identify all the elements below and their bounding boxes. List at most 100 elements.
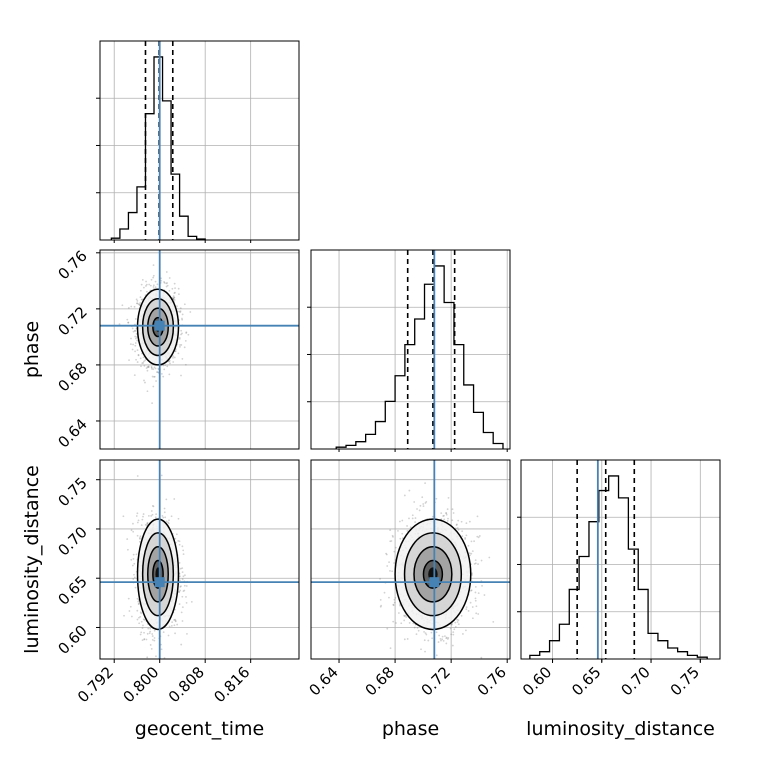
histogram-phase — [335, 265, 504, 449]
sample-point — [137, 602, 140, 605]
sample-point — [392, 620, 395, 623]
sample-point — [156, 371, 158, 373]
sample-point — [393, 601, 396, 604]
sample-point — [163, 368, 166, 371]
tick-label-phase: 0.64 — [54, 415, 90, 451]
tick-label-luminosity_distance: 0.65 — [54, 572, 90, 608]
sample-point — [118, 323, 121, 325]
sample-point — [162, 375, 165, 378]
sample-point — [138, 303, 141, 306]
sample-point — [450, 623, 453, 626]
sample-point — [150, 647, 153, 650]
sample-point — [137, 603, 140, 606]
sample-point — [128, 610, 131, 612]
sample-point — [403, 638, 406, 641]
panel-frame — [310, 459, 511, 660]
sample-point — [451, 519, 454, 522]
sample-point — [145, 367, 148, 370]
sample-point — [127, 597, 130, 600]
sample-point — [513, 598, 515, 600]
sample-point — [137, 519, 140, 522]
sample-point — [419, 504, 422, 507]
sample-point — [133, 576, 136, 579]
sample-point — [139, 302, 142, 304]
sample-point — [456, 621, 459, 623]
sample-point — [135, 298, 138, 301]
sample-point — [408, 489, 411, 492]
sample-point — [492, 620, 495, 623]
panel-2d-phase-luminosity_distance — [310, 459, 515, 660]
sample-point — [475, 605, 478, 608]
sample-point — [417, 629, 420, 632]
sample-point — [179, 567, 182, 570]
sample-point — [137, 354, 140, 356]
sample-point — [427, 639, 430, 642]
sample-point — [184, 574, 186, 577]
sample-point — [168, 277, 171, 279]
sample-point — [130, 558, 133, 561]
sample-point — [147, 365, 150, 368]
panel-frame — [99, 40, 300, 241]
sample-point — [130, 529, 133, 532]
sample-point — [403, 615, 406, 618]
sample-point — [167, 522, 170, 525]
sample-point — [447, 636, 450, 639]
sample-point — [425, 633, 428, 636]
sample-point — [151, 402, 154, 405]
sample-point — [168, 519, 170, 522]
sample-point — [143, 631, 145, 634]
sample-point — [160, 372, 163, 375]
sample-point — [470, 552, 473, 555]
sample-point — [423, 639, 426, 642]
sample-point — [471, 550, 474, 552]
sample-point — [476, 515, 479, 518]
sample-point — [480, 559, 483, 562]
sample-point — [471, 606, 474, 608]
sample-point — [172, 355, 175, 358]
sample-point — [474, 597, 477, 600]
sample-point — [138, 616, 140, 619]
sample-point — [391, 534, 394, 537]
sample-point — [397, 529, 399, 532]
sample-point — [442, 640, 445, 642]
sample-point — [143, 365, 146, 367]
sample-point — [406, 530, 409, 532]
sample-point — [474, 591, 477, 594]
sample-point — [173, 356, 176, 359]
sample-point — [174, 287, 176, 289]
sample-point — [180, 585, 182, 587]
sample-point — [180, 643, 183, 646]
sample-point — [142, 513, 145, 515]
sample-point — [140, 631, 143, 634]
sample-point — [425, 500, 428, 503]
sample-point — [447, 496, 450, 499]
sample-point — [149, 627, 152, 630]
sample-point — [139, 289, 142, 292]
sample-point — [431, 515, 434, 518]
sample-point — [461, 535, 464, 537]
sample-point — [187, 333, 190, 336]
sample-point — [457, 528, 460, 531]
sample-point — [152, 385, 155, 388]
sample-point — [131, 327, 134, 330]
sample-point — [183, 584, 186, 587]
truth-marker — [154, 577, 165, 588]
sample-point — [146, 521, 149, 524]
sample-point — [154, 286, 157, 289]
sample-point — [166, 282, 169, 284]
sample-point — [132, 530, 135, 533]
sample-point — [142, 361, 145, 364]
sample-point — [143, 360, 145, 363]
sample-point — [408, 622, 411, 624]
sample-point — [174, 537, 177, 540]
sample-point — [148, 632, 151, 635]
sample-point — [189, 311, 192, 313]
x-axis-label-luminosity_distance: luminosity_distance — [526, 718, 715, 740]
sample-point — [477, 613, 480, 615]
sample-point — [460, 614, 463, 617]
sample-point — [476, 535, 479, 538]
sample-point — [169, 362, 171, 365]
sample-point — [416, 508, 418, 510]
histogram-geocent_time — [110, 56, 206, 240]
sample-point — [471, 572, 473, 575]
